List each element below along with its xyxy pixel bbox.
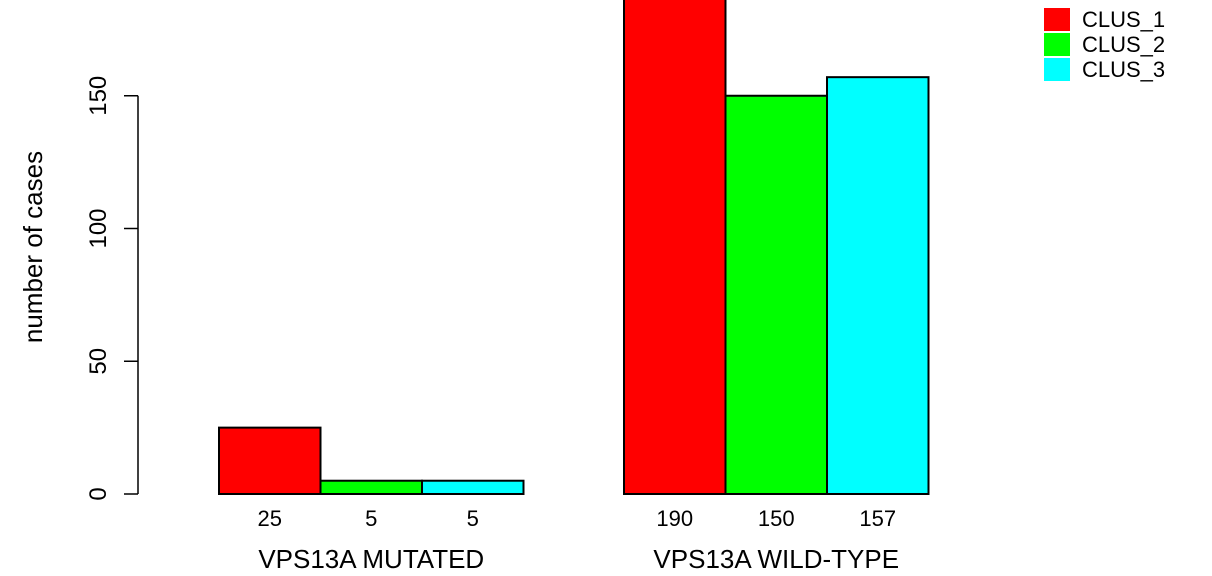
bar-value-label: 25 xyxy=(258,506,282,531)
bar-clus-2 xyxy=(724,94,828,495)
bars xyxy=(218,0,930,496)
bar-clus-2 xyxy=(319,479,423,496)
legend-label: CLUS_3 xyxy=(1082,57,1165,82)
legend-label: CLUS_1 xyxy=(1082,7,1165,32)
legend-label: CLUS_2 xyxy=(1082,32,1165,57)
bar-value-label: 5 xyxy=(467,506,479,531)
bar-clus-1 xyxy=(218,426,322,495)
legend-swatch xyxy=(1044,8,1070,31)
bar-clus-1 xyxy=(623,0,727,495)
y-tick-label: 50 xyxy=(85,348,112,375)
bar-value-label: 190 xyxy=(656,506,693,531)
y-tick-label: 100 xyxy=(85,208,112,248)
bar-clus-3 xyxy=(421,479,525,496)
y-axis: 0 50 100 150 xyxy=(85,76,139,501)
bar-value-label: 157 xyxy=(859,506,896,531)
category-label: VPS13A WILD-TYPE xyxy=(653,544,899,574)
y-tick-label: 150 xyxy=(85,76,112,116)
y-axis-title: number of cases xyxy=(18,151,48,343)
legend-swatch xyxy=(1044,58,1070,81)
group-labels: VPS13A MUTATED VPS13A WILD-TYPE xyxy=(258,544,899,574)
bar-value-label: 5 xyxy=(365,506,377,531)
bar-value-label: 150 xyxy=(758,506,795,531)
y-tick-label: 0 xyxy=(85,487,112,500)
bar-clus-3 xyxy=(826,76,930,495)
bar-labels: 25 5 5 190 150 157 xyxy=(258,506,897,531)
legend-swatch xyxy=(1044,33,1070,56)
category-label: VPS13A MUTATED xyxy=(258,544,484,574)
